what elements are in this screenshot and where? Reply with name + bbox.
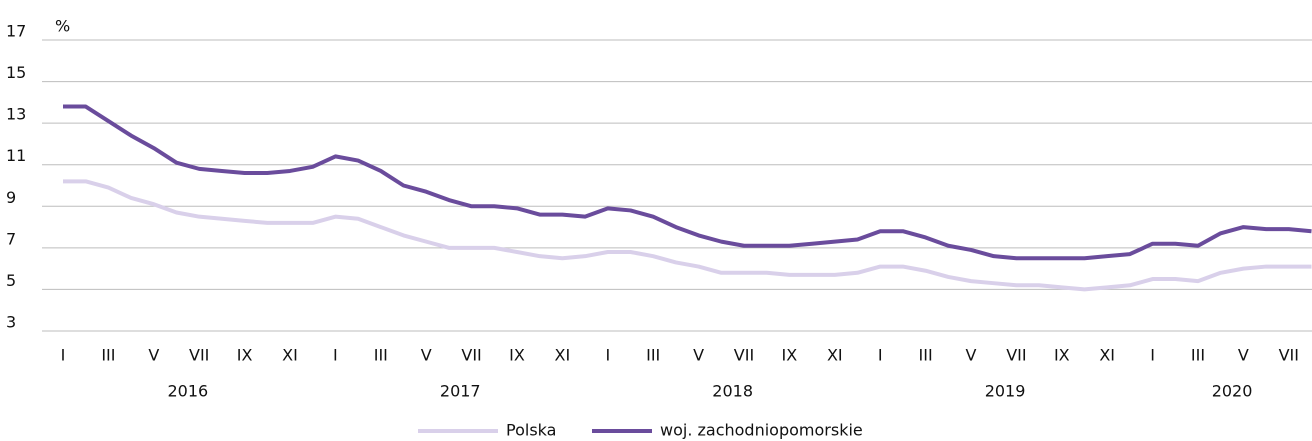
x-tick-label: III [1191,346,1205,365]
x-tick-label: XI [282,346,298,365]
x-tick-label: IX [782,346,798,365]
y-tick-label: 17 [6,22,26,41]
year-label: 2017 [440,382,481,401]
x-tick-label: V [1238,346,1249,365]
x-tick-label: III [646,346,660,365]
x-tick-label: VII [189,346,209,365]
x-tick-label: XI [1099,346,1115,365]
x-tick-label: XI [555,346,571,365]
x-tick-label: VII [734,346,754,365]
x-tick-label: VII [461,346,481,365]
x-tick-label: I [333,346,338,365]
x-tick-label: V [421,346,432,365]
year-label: 2016 [167,382,208,401]
series-line [63,179,1312,292]
x-tick-label: VII [1006,346,1026,365]
x-tick-label: III [374,346,388,365]
x-tick-label: III [101,346,115,365]
x-tick-label: I [605,346,610,365]
y-tick-label: 11 [6,146,26,165]
y-tick-label: 9 [6,188,16,207]
year-label: 2020 [1212,382,1253,401]
y-tick-label: 7 [6,229,16,248]
x-tick-label: V [966,346,977,365]
x-tick-label: IX [1054,346,1070,365]
x-tick-label: I [878,346,883,365]
x-tick-label: IX [509,346,525,365]
x-tick-label: V [148,346,159,365]
y-tick-label: 3 [6,313,16,332]
y-tick-label: 5 [6,271,16,290]
x-tick-label: I [61,346,66,365]
x-tick-label: I [1150,346,1155,365]
x-tick-label: III [919,346,933,365]
year-label: 2019 [985,382,1026,401]
y-tick-label: 13 [6,105,26,124]
year-label: 2018 [712,382,753,401]
legend-label: woj. zachodniopomorskie [660,421,863,440]
x-tick-label: XI [827,346,843,365]
y-tick-label: 15 [6,63,26,82]
x-tick-label: V [693,346,704,365]
x-tick-label: IX [237,346,253,365]
y-unit: % [55,17,70,36]
series-line [63,104,1312,261]
legend-label: Polska [506,421,556,440]
x-tick-label: VII [1279,346,1299,365]
